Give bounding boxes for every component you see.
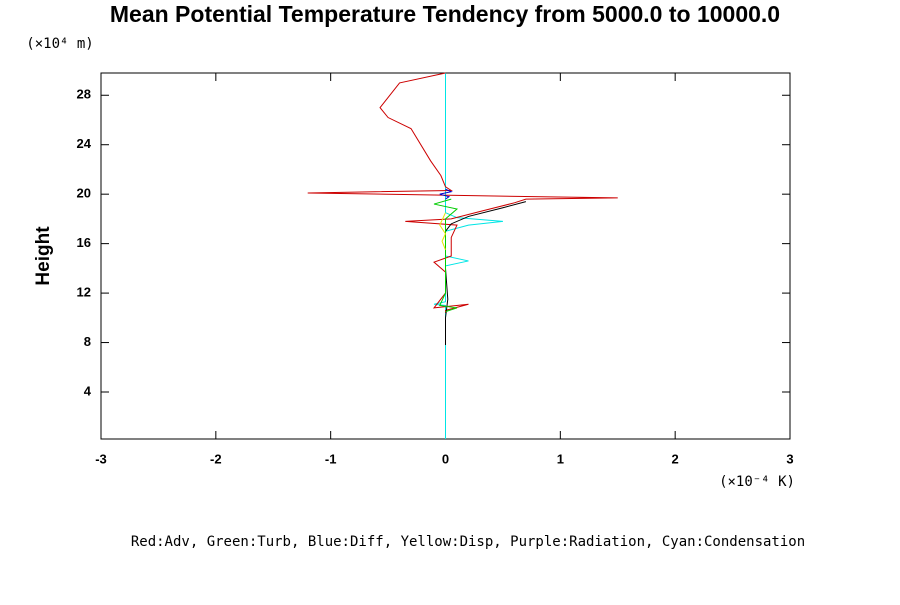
- x-tick-label: -3: [95, 451, 107, 466]
- x-tick-label: 0: [442, 451, 449, 466]
- y-tick-label: 8: [84, 334, 91, 349]
- profile-line: [433, 73, 503, 439]
- y-tick-label: 4: [84, 383, 92, 398]
- x-tick-label: 1: [557, 451, 564, 466]
- profile-line: [439, 212, 447, 251]
- profile-line: [307, 72, 618, 313]
- x-tick-label: -2: [210, 451, 222, 466]
- y-tick-label: 24: [77, 136, 92, 151]
- y-tick-label: 16: [77, 235, 91, 250]
- legend: Red:Adv, Green:Turb, Blue:Diff, Yellow:D…: [131, 534, 805, 550]
- x-tick-label: 2: [672, 451, 679, 466]
- y-unit-label: (×10⁴ m): [26, 36, 93, 52]
- y-tick-label: 20: [77, 186, 91, 201]
- profile-line: [439, 188, 453, 200]
- profile-line: [433, 198, 459, 313]
- x-tick-label: 3: [786, 451, 793, 466]
- x-unit-label: (×10⁻⁴ K): [719, 474, 795, 490]
- y-tick-label: 28: [77, 87, 91, 102]
- x-tick-label: -1: [325, 451, 337, 466]
- y-tick-label: 12: [77, 285, 91, 300]
- y-axis-label: Height: [33, 226, 54, 286]
- chart-title: Mean Potential Temperature Tendency from…: [110, 1, 780, 27]
